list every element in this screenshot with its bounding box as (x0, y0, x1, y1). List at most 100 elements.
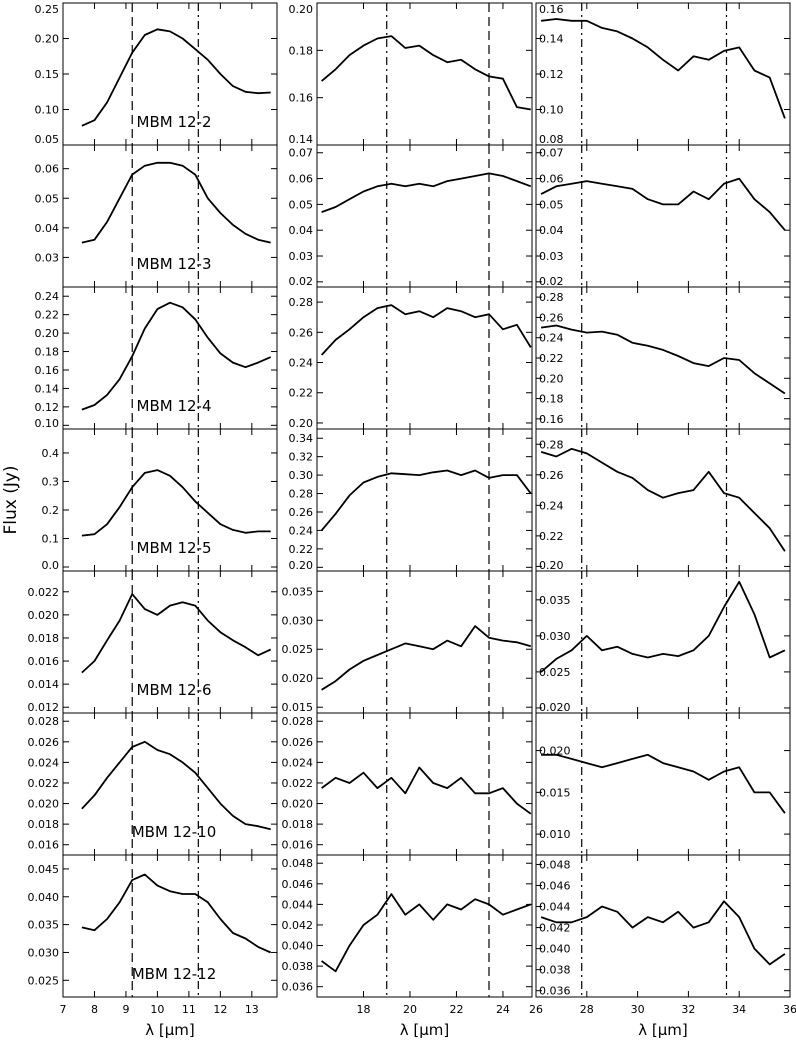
y-tick-label: 0.10 (35, 417, 60, 430)
y-tick-label: 0.04 (289, 224, 314, 237)
panel-frame (535, 570, 791, 714)
y-tick-label: 0.035 (282, 585, 314, 598)
y-tick-label: 0.24 (289, 357, 314, 370)
y-tick-label: 0.07 (539, 147, 564, 160)
panel-label: MBM 12-3 (137, 255, 212, 273)
y-tick-label: 0.010 (539, 828, 571, 841)
y-tick-label: 0.04 (539, 224, 564, 237)
panel-frame (535, 712, 791, 856)
y-tick-label: 0.028 (282, 715, 314, 728)
y-tick-label: 0.022 (28, 586, 60, 599)
y-tick-label: 0.040 (282, 940, 314, 953)
y-tick-label: 0.22 (289, 387, 314, 400)
y-tick-label: 0.24 (35, 290, 60, 303)
y-tick-label: 0.03 (35, 251, 60, 264)
x-axis-title: λ [μm] (145, 1021, 195, 1039)
y-tick-label: 0.22 (289, 543, 314, 556)
y-tick-label: 0.025 (539, 666, 571, 679)
y-tick-label: 0.016 (28, 839, 60, 852)
y-tick-label: 0.26 (539, 311, 564, 324)
y-tick-label: 0.20 (289, 3, 314, 16)
x-tick-label: 20 (403, 1003, 417, 1016)
x-axis-title: λ [μm] (400, 1021, 450, 1039)
y-tick-label: 0.020 (282, 672, 314, 685)
y-tick-label: 0.024 (282, 756, 314, 769)
y-tick-label: 0.0 (42, 559, 60, 572)
y-tick-label: 0.28 (289, 488, 314, 501)
panel-frame (316, 712, 533, 856)
y-tick-label: 0.20 (289, 417, 314, 430)
y-tick-label: 0.34 (289, 432, 314, 445)
y-tick-label: 0.030 (28, 946, 60, 959)
y-tick-label: 0.016 (282, 839, 314, 852)
x-tick-label: 18 (356, 1003, 370, 1016)
spectrum-line (81, 740, 271, 831)
panel-frame (316, 570, 533, 714)
y-tick-label: 0.044 (539, 901, 571, 914)
panel-frame (316, 2, 533, 146)
y-tick-label: 0.016 (28, 655, 60, 668)
y-tick-label: 0.030 (539, 630, 571, 643)
panel-frame (535, 144, 791, 288)
spectrum-line (81, 469, 271, 537)
y-tick-label: 0.020 (539, 701, 571, 714)
y-tick-label: 0.048 (539, 858, 571, 871)
y-tick-label: 0.20 (35, 327, 60, 340)
y-tick-label: 0.030 (282, 614, 314, 627)
spectrum-line (321, 625, 532, 691)
y-tick-label: 0.035 (28, 919, 60, 932)
y-tick-label: 0.20 (539, 559, 564, 572)
y-tick-label: 0.26 (289, 506, 314, 519)
y-tick-label: 0.16 (35, 364, 60, 377)
y-tick-label: 0.06 (539, 173, 564, 186)
y-tick-label: 0.046 (282, 878, 314, 891)
y-tick-label: 0.15 (35, 68, 60, 81)
panel-frame (316, 428, 533, 572)
x-tick-label: 28 (580, 1003, 594, 1016)
y-tick-label: 0.16 (539, 3, 564, 16)
y-tick-label: 0.26 (539, 469, 564, 482)
panel-frame (535, 286, 791, 430)
y-tick-label: 0.020 (282, 798, 314, 811)
y-tick-label: 0.040 (539, 943, 571, 956)
y-tick-label: 0.22 (35, 309, 60, 322)
y-tick-label: 0.16 (289, 92, 314, 105)
x-tick-label: 13 (245, 1003, 259, 1016)
y-tick-label: 0.30 (289, 469, 314, 482)
y-tick-label: 0.07 (289, 147, 314, 160)
spectrum-line (81, 28, 271, 127)
y-tick-label: 0.28 (289, 296, 314, 309)
y-tick-label: 0.026 (28, 736, 60, 749)
y-tick-label: 0.12 (35, 401, 60, 414)
y-tick-label: 0.14 (289, 133, 314, 146)
y-tick-label: 0.05 (539, 198, 564, 211)
y-tick-label: 0.32 (289, 451, 314, 464)
x-tick-label: 22 (449, 1003, 463, 1016)
spectrum-line (540, 18, 786, 119)
y-tick-label: 0.026 (282, 736, 314, 749)
spectrum-line (540, 447, 786, 552)
y-tick-label: 0.04 (35, 222, 60, 235)
y-tick-label: 0.20 (539, 372, 564, 385)
y-tick-label: 0.22 (539, 530, 564, 543)
y-tick-label: 0.022 (282, 777, 314, 790)
spectrum-line (81, 593, 272, 674)
y-tick-label: 0.20 (35, 33, 60, 46)
panel-frame (535, 2, 791, 146)
y-tick-label: 0.038 (539, 964, 571, 977)
y-tick-label: 0.024 (28, 756, 60, 769)
x-tick-label: 34 (732, 1003, 746, 1016)
y-tick-label: 0.14 (539, 33, 564, 46)
panel-label: MBM 12-10 (132, 823, 217, 841)
spectrum-line (81, 873, 272, 954)
x-tick-label: 7 (60, 1003, 67, 1016)
panel-frame (316, 144, 533, 288)
y-tick-label: 0.018 (28, 632, 60, 645)
y-tick-label: 0.08 (539, 133, 564, 146)
y-tick-label: 0.2 (42, 504, 60, 517)
y-tick-label: 0.18 (539, 393, 564, 406)
spectrum-line (321, 35, 531, 111)
y-tick-label: 0.048 (282, 857, 314, 870)
y-tick-label: 0.1 (42, 532, 60, 545)
x-tick-label: 10 (150, 1003, 164, 1016)
